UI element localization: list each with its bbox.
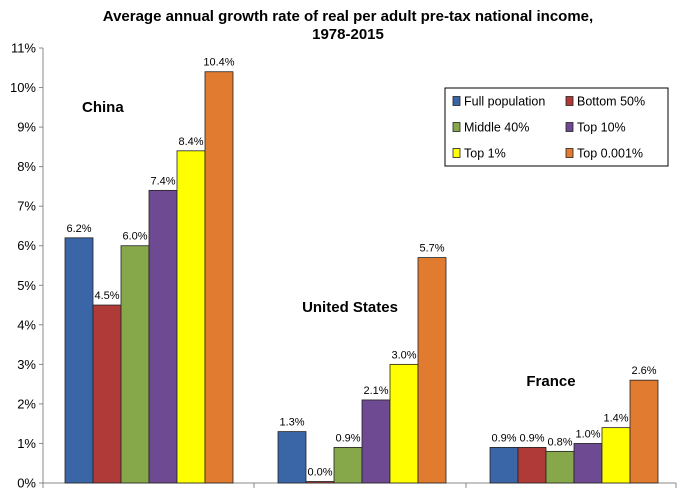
- data-label: 3.0%: [391, 349, 416, 361]
- y-tick-label: 6%: [17, 238, 36, 253]
- bar: [204, 71, 234, 484]
- y-tick-label: 5%: [17, 278, 36, 293]
- bar: [277, 431, 307, 484]
- y-tick-label: 7%: [17, 199, 36, 214]
- data-label: 1.3%: [279, 417, 304, 429]
- data-label: 6.2%: [66, 223, 91, 235]
- legend-box: [444, 87, 669, 167]
- y-tick-label: 9%: [17, 120, 36, 135]
- bar: [389, 363, 419, 484]
- bar: [573, 443, 603, 484]
- bars: 6.2%1.3%0.9%4.5%0.0%0.9%6.0%0.9% 0.8%7.4%…: [64, 57, 659, 484]
- data-label: 0.9%: [491, 432, 516, 444]
- data-label: 2.6%: [631, 365, 656, 377]
- data-label: 0.9%: [519, 432, 544, 444]
- chart-title-line-2: 1978-2015: [312, 26, 384, 43]
- bar: [92, 304, 122, 484]
- legend-swatch: [452, 148, 461, 158]
- data-label: 0.0%: [307, 467, 332, 479]
- data-label: 0.8%: [547, 436, 572, 448]
- chart-title-line-1: Average annual growth rate of real per a…: [103, 8, 593, 25]
- legend-label: Top 0.001%: [577, 147, 643, 161]
- legend-label: Full population: [464, 95, 545, 109]
- bar: [64, 237, 94, 484]
- data-label: 10.4%: [203, 57, 234, 69]
- legend-label: Top 1%: [464, 147, 506, 161]
- bar: [629, 379, 659, 484]
- data-label: 5.7%: [419, 243, 444, 255]
- legend-swatch: [565, 96, 574, 106]
- legend-label: Middle 40%: [464, 121, 529, 135]
- bar: [489, 447, 519, 484]
- y-tick-label: 2%: [17, 396, 36, 411]
- y-tick-label: 1%: [17, 436, 36, 451]
- bar: [305, 481, 335, 484]
- y-tick-label: 4%: [17, 317, 36, 332]
- data-label: 7.4%: [150, 175, 175, 187]
- legend-swatch: [565, 148, 574, 158]
- data-label: 2.1%: [363, 385, 388, 397]
- data-label: 6.0%: [122, 231, 147, 243]
- bar: [120, 245, 150, 484]
- bar: [545, 450, 575, 484]
- data-label: 1.4%: [603, 413, 628, 425]
- category-label: China: [82, 99, 124, 116]
- legend-swatch: [452, 122, 461, 132]
- bar: [417, 257, 447, 484]
- y-tick-label: 10%: [10, 80, 36, 95]
- data-label: 1.0%: [575, 428, 600, 440]
- category-label: United States: [302, 299, 398, 316]
- bar: [601, 427, 631, 484]
- bar: [361, 399, 391, 484]
- data-label: 4.5%: [94, 290, 119, 302]
- y-tick-label: 3%: [17, 357, 36, 372]
- legend-label: Bottom 50%: [577, 95, 645, 109]
- legend: Full population Bottom 50% Middle 40% Top 1…: [444, 87, 669, 167]
- bar: [176, 150, 206, 484]
- group-labels: China United States France: [82, 99, 576, 390]
- category-label: France: [526, 373, 575, 390]
- y-tick-label: 8%: [17, 159, 36, 174]
- legend-swatch: [565, 122, 574, 132]
- y-tick-label: 0%: [17, 476, 36, 491]
- data-label: 0.9%: [335, 432, 360, 444]
- legend-swatch: [452, 96, 461, 106]
- bar: [148, 189, 178, 484]
- bar: [333, 447, 363, 484]
- axes: 0% 1% 2% 3% 4% 5% 6% 7% 8% 9% 10% 11%: [10, 41, 677, 491]
- legend-label: Top 10%: [577, 121, 626, 135]
- bar: [517, 447, 547, 484]
- data-label: 8.4%: [178, 136, 203, 148]
- y-tick-label: 11%: [11, 41, 36, 56]
